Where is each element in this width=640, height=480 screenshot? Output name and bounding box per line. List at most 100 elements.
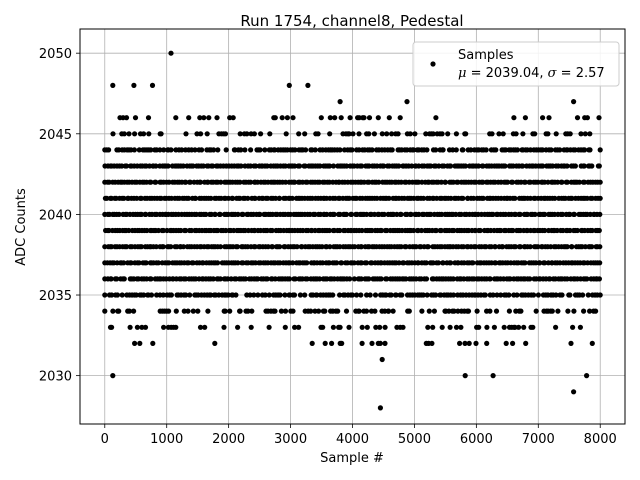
data-point	[565, 308, 571, 314]
data-point	[371, 131, 377, 137]
data-point	[535, 292, 542, 298]
data-point	[344, 163, 350, 169]
data-point	[227, 308, 233, 314]
y-axis-label: ADC Counts	[14, 188, 29, 266]
data-point	[535, 244, 541, 250]
data-point	[377, 340, 383, 346]
data-point	[158, 131, 164, 137]
outlier-point	[490, 373, 496, 379]
data-point	[266, 324, 272, 330]
data-point	[235, 324, 241, 330]
data-point	[197, 324, 204, 330]
data-point	[160, 292, 166, 298]
data-point	[420, 195, 427, 201]
data-point	[198, 131, 204, 137]
data-point	[379, 131, 385, 137]
data-point	[416, 211, 422, 217]
data-point	[571, 211, 578, 217]
data-point	[131, 147, 137, 153]
legend-stats: μ = 2039.04, σ = 2.57	[458, 66, 605, 81]
data-point	[183, 131, 189, 137]
data-point	[480, 163, 486, 169]
outlier-point	[337, 99, 343, 105]
data-point	[168, 147, 174, 153]
data-point	[400, 324, 406, 330]
data-point	[366, 131, 372, 137]
data-point	[290, 115, 296, 121]
data-point	[589, 244, 595, 250]
data-point	[343, 211, 350, 217]
data-point	[589, 227, 595, 234]
data-point	[331, 211, 337, 217]
data-point	[258, 131, 264, 137]
data-point	[277, 244, 283, 250]
data-point	[248, 324, 254, 330]
outlier-point	[286, 82, 292, 88]
data-point	[192, 147, 198, 153]
data-point	[346, 195, 352, 201]
data-point	[262, 147, 268, 153]
data-point	[292, 163, 298, 169]
outlier-point	[596, 115, 602, 121]
data-point	[363, 308, 370, 314]
data-point	[330, 324, 336, 330]
data-point	[237, 179, 243, 185]
data-point	[482, 292, 488, 298]
data-point	[121, 260, 127, 266]
x-tick-label: 6000	[460, 432, 493, 447]
data-point	[516, 324, 522, 330]
data-point	[553, 292, 559, 298]
data-points	[102, 50, 603, 411]
data-point	[366, 115, 373, 121]
data-point	[361, 115, 367, 121]
data-point	[173, 308, 179, 314]
data-point	[446, 308, 452, 314]
data-point	[240, 211, 246, 217]
data-point	[114, 292, 121, 298]
data-point	[555, 179, 561, 185]
data-point	[143, 260, 149, 266]
data-point	[126, 227, 132, 234]
data-point	[539, 147, 546, 153]
data-point	[334, 260, 340, 266]
data-point	[451, 227, 457, 234]
data-point	[272, 308, 278, 314]
data-point	[569, 195, 575, 201]
outlier-point	[131, 82, 137, 88]
data-point	[215, 260, 221, 266]
data-point	[165, 163, 171, 169]
data-point	[337, 211, 343, 217]
data-point	[447, 324, 453, 330]
data-point	[359, 163, 365, 169]
data-point	[473, 340, 479, 346]
data-point	[173, 324, 179, 330]
data-point	[453, 131, 459, 137]
data-point	[477, 227, 483, 234]
data-point	[210, 163, 216, 169]
data-point	[123, 115, 130, 121]
data-point	[428, 163, 434, 169]
data-point	[155, 260, 161, 266]
data-point	[431, 308, 437, 314]
data-point	[155, 227, 162, 234]
data-point	[509, 179, 516, 185]
data-point	[514, 147, 521, 153]
data-point	[183, 292, 189, 298]
data-point	[185, 195, 192, 201]
data-point	[500, 244, 506, 250]
data-point	[398, 244, 404, 250]
data-point	[559, 179, 565, 185]
data-point	[186, 115, 192, 121]
data-point	[269, 244, 276, 250]
data-point	[460, 147, 466, 153]
data-point	[424, 292, 430, 298]
data-point	[148, 292, 155, 298]
data-point	[386, 308, 392, 314]
data-point	[382, 324, 388, 330]
data-point	[278, 308, 284, 314]
x-tick-label: 1000	[150, 432, 183, 447]
data-point	[145, 115, 152, 121]
data-point	[597, 195, 603, 201]
data-point	[389, 131, 395, 137]
data-point	[398, 211, 404, 217]
